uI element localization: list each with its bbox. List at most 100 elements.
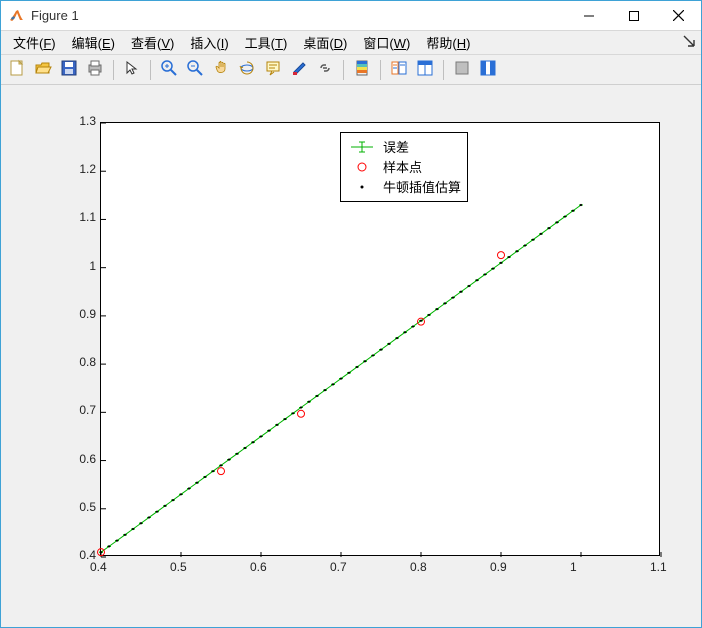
menu-item-v[interactable]: 查看(V): [123, 31, 182, 54]
brush-button[interactable]: [287, 58, 311, 82]
toolbar: [1, 55, 701, 85]
series-newton-point: [492, 268, 494, 270]
toolbar-separator: [380, 60, 381, 80]
legend-symbol: [347, 139, 377, 155]
y-tick-label: 1.3: [72, 114, 96, 128]
series-newton-point: [412, 325, 414, 327]
series-newton-point: [508, 256, 510, 258]
series-newton-point: [220, 464, 222, 466]
series-newton-point: [540, 233, 542, 235]
series-newton-point: [396, 337, 398, 339]
series-newton-point: [236, 453, 238, 455]
menubar: 文件(F)编辑(E)查看(V)插入(I)工具(T)桌面(D)窗口(W)帮助(H): [1, 31, 701, 55]
series-newton-point: [356, 366, 358, 368]
y-tick-label: 0.4: [72, 548, 96, 562]
layout-button[interactable]: [413, 58, 437, 82]
menu-item-i[interactable]: 插入(I): [182, 31, 236, 54]
series-newton-point: [260, 435, 262, 437]
zoom-out-button[interactable]: [183, 58, 207, 82]
print-button[interactable]: [83, 58, 107, 82]
show-plot-tools-button[interactable]: [476, 58, 500, 82]
menu-item-w[interactable]: 窗口(W): [355, 31, 418, 54]
legend-symbol: [347, 159, 377, 175]
toolbar-separator: [113, 60, 114, 80]
toolbar-separator: [443, 60, 444, 80]
y-tick-label: 0.9: [72, 307, 96, 321]
menu-item-t[interactable]: 工具(T): [237, 31, 296, 54]
dock-arrow-icon[interactable]: [683, 35, 695, 50]
menu-mnemonic: W: [394, 36, 406, 51]
menu-mnemonic: F: [43, 36, 51, 51]
insert-legend-button[interactable]: [387, 58, 411, 82]
series-newton-point: [148, 516, 150, 518]
menu-item-f[interactable]: 文件(F): [5, 31, 64, 54]
colorbar-button[interactable]: [350, 58, 374, 82]
series-newton-point: [252, 441, 254, 443]
rotate3d-button[interactable]: [235, 58, 259, 82]
datatip-icon: [264, 59, 282, 80]
open-button[interactable]: [31, 58, 55, 82]
series-newton-point: [420, 320, 422, 322]
series-sample-point: [298, 410, 305, 417]
series-newton-point: [484, 273, 486, 275]
menu-mnemonic: I: [221, 36, 225, 51]
legend-icon: [390, 59, 408, 80]
series-newton-point: [100, 551, 102, 553]
maximize-button[interactable]: [611, 1, 656, 31]
legend-label: 误差: [383, 137, 409, 156]
window-title: Figure 1: [31, 8, 79, 23]
x-tick-label: 0.6: [250, 560, 267, 574]
edit-plot-button[interactable]: [120, 58, 144, 82]
hide-plot-tools-button[interactable]: [450, 58, 474, 82]
data-cursor-button[interactable]: [261, 58, 285, 82]
series-newton-point: [572, 210, 574, 212]
link-button[interactable]: [313, 58, 337, 82]
series-newton-point: [268, 430, 270, 432]
zoomout-icon: [186, 59, 204, 80]
x-tick-label: 0.9: [490, 560, 507, 574]
series-newton-point: [428, 314, 430, 316]
series-newton-point: [164, 505, 166, 507]
series-newton-point: [228, 458, 230, 460]
menu-item-d[interactable]: 桌面(D): [295, 31, 355, 54]
zoom-in-button[interactable]: [157, 58, 181, 82]
series-newton-point: [244, 447, 246, 449]
series-newton-point: [564, 215, 566, 217]
series-newton-point: [172, 499, 174, 501]
save-icon: [60, 59, 78, 80]
pan-button[interactable]: [209, 58, 233, 82]
series-newton-point: [332, 383, 334, 385]
y-tick-label: 0.5: [72, 500, 96, 514]
hideplot-icon: [453, 59, 471, 80]
legend-entry: 牛顿插值估算: [347, 177, 461, 197]
menu-mnemonic: H: [457, 36, 466, 51]
series-newton-point: [212, 470, 214, 472]
series-newton-point: [452, 296, 454, 298]
x-tick-label: 1.1: [650, 560, 667, 574]
legend-label: 牛顿插值估算: [383, 177, 461, 196]
colorbar-icon: [353, 59, 371, 80]
series-newton-point: [460, 291, 462, 293]
menu-item-e[interactable]: 编辑(E): [64, 31, 123, 54]
series-newton-point: [548, 227, 550, 229]
x-tick-label: 0.5: [170, 560, 187, 574]
close-button[interactable]: [656, 1, 701, 31]
series-newton-point: [188, 487, 190, 489]
titlebar: Figure 1: [1, 1, 701, 31]
series-sample-point: [498, 252, 505, 259]
menu-item-h[interactable]: 帮助(H): [418, 31, 478, 54]
legend-label: 样本点: [383, 157, 422, 176]
series-newton-point: [292, 412, 294, 414]
menu-mnemonic: T: [275, 36, 283, 51]
arrow-icon: [123, 59, 141, 80]
rotate-icon: [238, 59, 256, 80]
series-newton-point: [140, 522, 142, 524]
new-figure-button[interactable]: [5, 58, 29, 82]
showplot-icon: [479, 59, 497, 80]
legend[interactable]: 误差样本点牛顿插值估算: [340, 132, 468, 202]
new-icon: [8, 59, 26, 80]
series-sample-point: [218, 468, 225, 475]
save-button[interactable]: [57, 58, 81, 82]
series-newton-point: [444, 302, 446, 304]
minimize-button[interactable]: [566, 1, 611, 31]
